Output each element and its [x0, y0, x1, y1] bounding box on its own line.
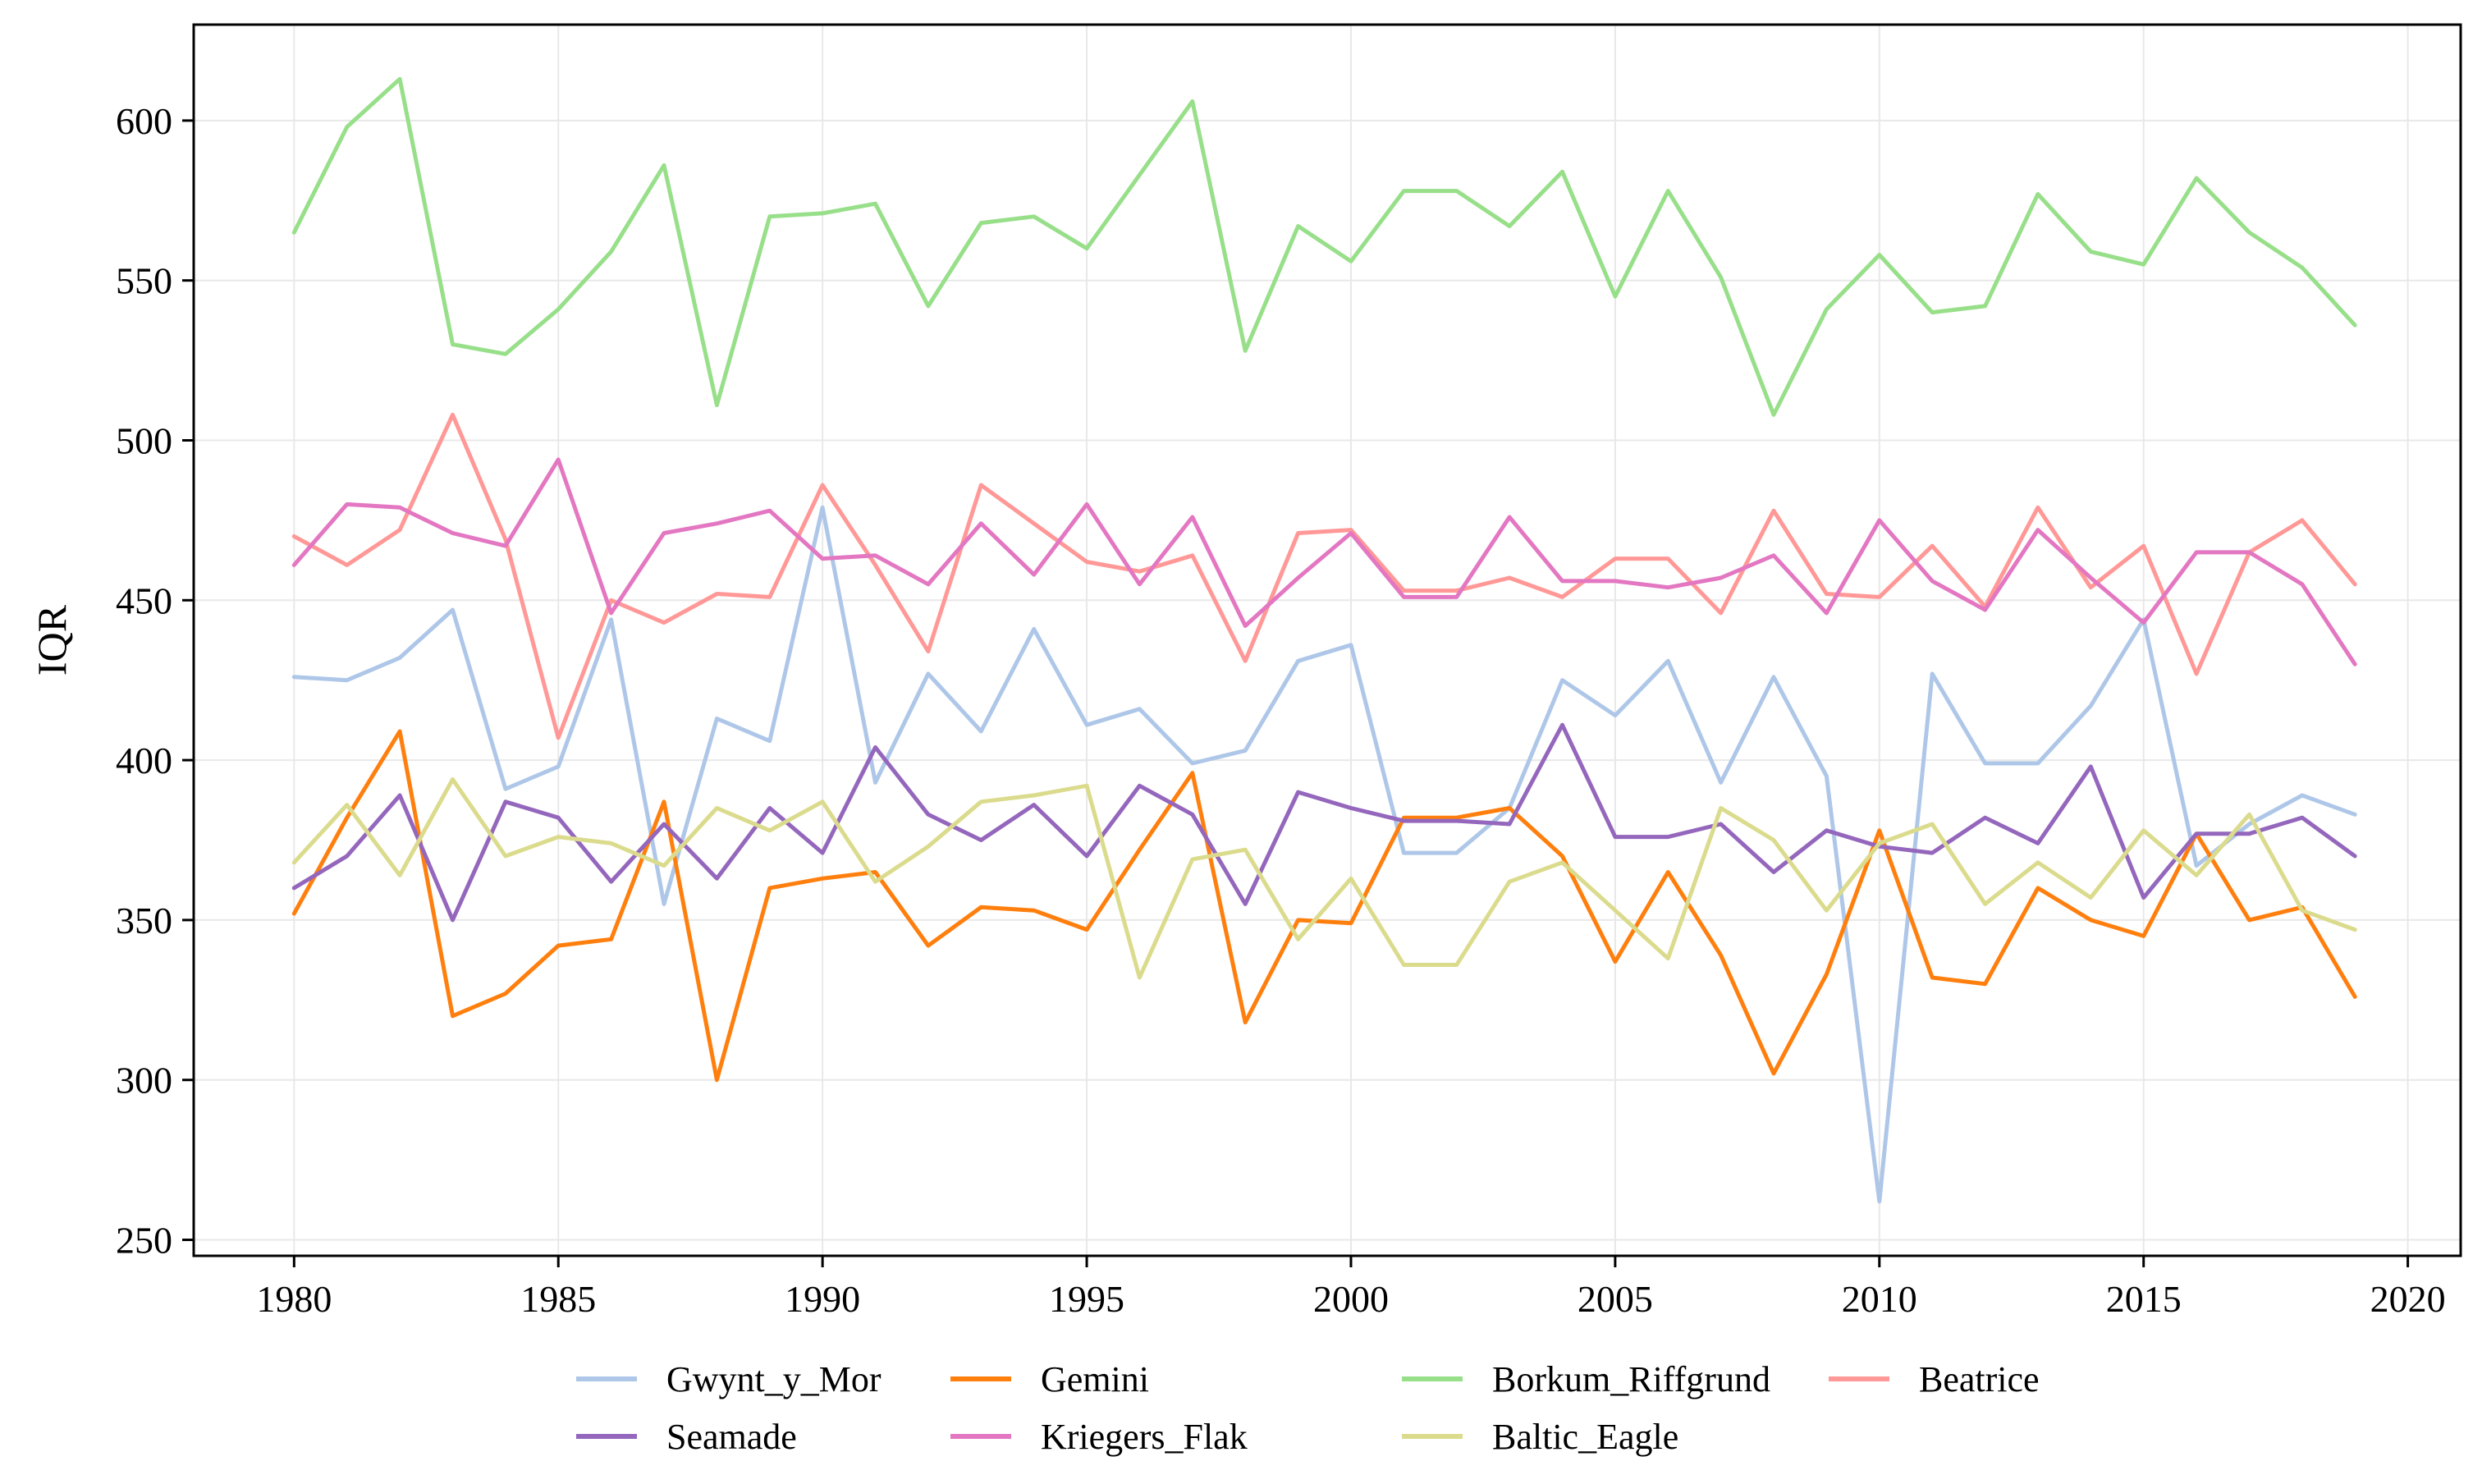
- plot-frame: [192, 23, 2462, 1257]
- series-line-beatrice: [291, 412, 2357, 740]
- y-tick-label: 350: [116, 900, 172, 941]
- x-tick-label: 1995: [1049, 1278, 1124, 1320]
- series-lines: [291, 76, 2357, 1204]
- y-tick-label: 550: [116, 260, 172, 302]
- y-tick-label: 400: [116, 740, 172, 781]
- legend-label-gwynt-y-mor: Gwynt_y_Mor: [666, 1359, 882, 1399]
- y-tick-label: 250: [116, 1220, 172, 1262]
- legend-label-kriegers-flak: Kriegers_Flak: [1041, 1417, 1248, 1457]
- x-tick-label: 1980: [256, 1278, 332, 1320]
- y-tick-label: 600: [116, 100, 172, 142]
- series-line-kriegers-flak: [291, 457, 2357, 666]
- x-tick-label: 2010: [1842, 1278, 1917, 1320]
- x-tick-label: 2020: [2370, 1278, 2446, 1320]
- y-tick-label: 450: [116, 579, 172, 621]
- x-tick-label: 2005: [1578, 1278, 1653, 1320]
- series-line-borkum-riffgrund: [291, 76, 2357, 417]
- axes: 1980 1985 1990 1995 2000 2005 2010 2015 2020 250 3…: [116, 100, 2446, 1320]
- y-axis-title: IQR: [29, 604, 75, 676]
- y-tick-label: 500: [116, 419, 172, 461]
- x-tick-label: 1990: [785, 1278, 860, 1320]
- y-tick-label: 300: [116, 1060, 172, 1102]
- legend-label-borkum-riffgrund: Borkum_Riffgrund: [1492, 1359, 1770, 1399]
- legend-label-gemini: Gemini: [1041, 1359, 1149, 1399]
- legend-label-beatrice: Beatrice: [1919, 1359, 2040, 1399]
- x-tick-label: 2015: [2106, 1278, 2182, 1320]
- series-line-baltic-eagle: [291, 777, 2357, 980]
- legend-label-seamade: Seamade: [666, 1417, 797, 1457]
- legend: Gwynt_y_Mor Gemini Borkum_Riffgrund Beatric…: [576, 1359, 2040, 1457]
- series-line-gwynt-y-mor: [291, 505, 2357, 1204]
- series-line-gemini: [291, 729, 2357, 1083]
- grid-lines: [194, 25, 2461, 1256]
- x-tick-label: 2000: [1313, 1278, 1389, 1320]
- x-tick-label: 1985: [520, 1278, 596, 1320]
- legend-label-baltic-eagle: Baltic_Eagle: [1492, 1417, 1678, 1457]
